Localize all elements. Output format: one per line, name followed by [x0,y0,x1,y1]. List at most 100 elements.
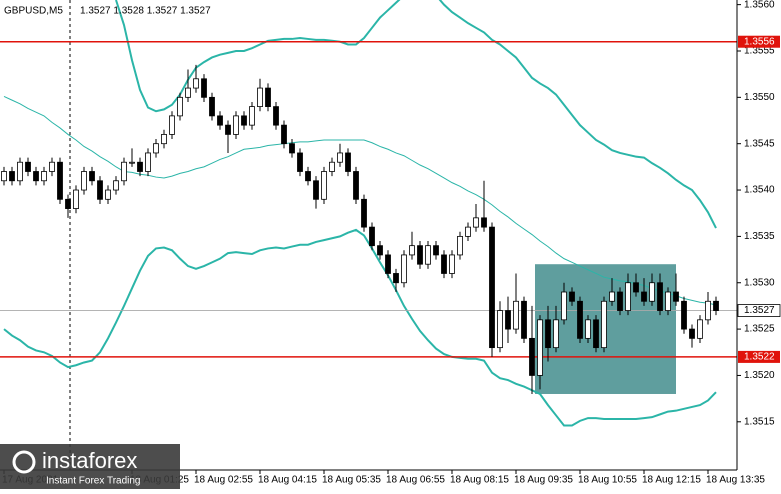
candle-body [241,115,247,126]
candle-body [337,152,343,163]
candle-body [705,300,711,321]
y-tick-label: 1.3525 [744,324,775,335]
last-price-label: 1.3527 [744,305,775,316]
x-tick-label: 18 Aug 05:35 [322,475,381,486]
candle-body [497,310,503,349]
candle-body [609,291,615,302]
y-tick-label: 1.3560 [744,0,775,10]
y-tick-label: 1.3515 [744,416,775,427]
candle-body [257,87,263,108]
candle-body [105,189,111,200]
candle-body [569,291,575,302]
watermark: instaforex Instant Forex Trading [0,444,180,489]
y-tick-label: 1.3540 [744,185,775,196]
x-tick-label: 18 Aug 08:15 [450,475,509,486]
candle-body [313,180,319,200]
watermark-box [0,444,180,489]
candle-body [129,161,135,164]
candle-body [329,161,335,172]
candle-body [305,171,311,182]
candle-body [489,226,495,349]
candle-body [697,319,703,339]
candle-body [281,124,287,145]
x-tick-label: 18 Aug 13:35 [706,475,765,486]
candle-body [417,245,423,265]
candle-body [17,161,23,182]
candle-body [561,291,567,321]
candle-body [473,217,479,228]
candle-body [689,328,695,339]
candle-body [665,291,671,311]
x-tick-label: 18 Aug 06:55 [386,475,445,486]
candle-body [409,245,415,256]
candle-body [273,106,279,126]
band-line [3,228,717,427]
candle-body [153,143,159,154]
candle-body [593,319,599,349]
candle-body [649,282,655,302]
candle-body [25,161,31,172]
candle-body [97,180,103,200]
candle-body [617,291,623,311]
candle-body [49,161,55,172]
y-tick-label: 1.3530 [744,277,775,288]
candle-body [537,319,543,376]
plot-area [0,0,737,470]
candle-body [433,245,439,256]
candle-body [177,96,183,117]
candle-body [601,300,607,349]
candle-body [633,282,639,293]
candle-body [577,300,583,339]
x-tick-label: 18 Aug 02:55 [194,475,253,486]
symbol-label: GBPUSD,M5 [4,6,63,17]
candle-body [505,310,511,330]
y-tick-label: 1.3555 [744,46,775,57]
candle-body [481,217,487,228]
candle-body [33,171,39,182]
candle-body [385,254,391,274]
quote-label: 1.3527 1.3528 1.3527 1.3527 [80,6,211,17]
candle-body [513,300,519,330]
level-label-box [738,350,780,363]
candle-body [449,254,455,274]
candle-body [441,254,447,274]
candle-body [625,282,631,311]
y-tick-label: 1.3520 [744,370,775,381]
candle-body [681,300,687,330]
candle-body [89,171,95,182]
candle-body [225,124,231,135]
level-label: 1.3522 [744,352,775,363]
candle-body [369,226,375,247]
candle-body [585,319,591,339]
x-tick-label: 18 Aug 04:15 [258,475,317,486]
candle-body [345,152,351,172]
candle-body [193,78,199,89]
candle-body [41,171,47,182]
candle-body [457,235,463,256]
candle-body [217,115,223,126]
candle-body [57,161,63,200]
candle-body [233,115,239,135]
candle-body [521,300,527,339]
candle-body [545,319,551,349]
candle-body [73,189,79,209]
candle-body [673,291,679,302]
candle-body [289,143,295,154]
y-tick-label: 1.3550 [744,92,775,103]
y-tick-label: 1.3545 [744,138,775,149]
candle-body [361,198,367,228]
candle-body [209,96,215,117]
candle-body [121,161,127,182]
watermark-brand: instaforex [42,448,137,473]
candle-body [641,291,647,302]
candle-body [401,254,407,284]
band-line [115,0,717,229]
x-tick-label: 18 Aug 12:15 [642,475,701,486]
candle-body [297,152,303,172]
watermark-tagline: Instant Forex Trading [46,476,141,487]
candle-body [657,282,663,311]
watermark-icon [12,450,36,474]
candle-body [265,87,271,108]
